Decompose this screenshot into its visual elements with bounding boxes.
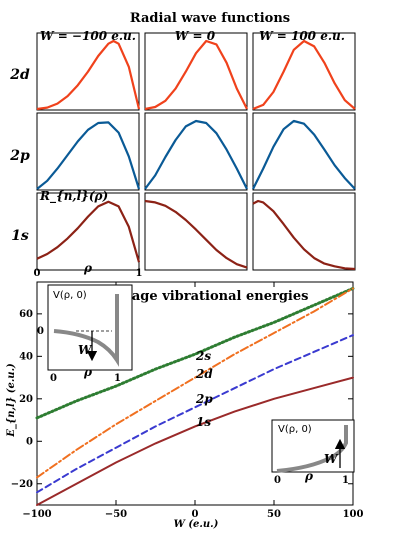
energy-ytick-0: −20 (11, 479, 33, 490)
inset1-arrow-label: W (78, 343, 93, 357)
inset-potential-positive: V(ρ, 0) W 0 1 ρ (271, 419, 355, 486)
row-label-2p: 2p (9, 148, 30, 164)
inset1-ylabel: V(ρ, 0) (53, 290, 87, 301)
inset1-xtick-0: 0 (50, 373, 57, 384)
wf-curve-1s-2 (252, 199, 356, 271)
column-header-3: W = 100 e.u. (259, 29, 345, 43)
wf-curve-1s-0 (36, 200, 141, 263)
wf-panel-2d-1 (144, 32, 248, 111)
wavefunction-panels (36, 32, 356, 271)
wf-panel-1s-0 (36, 192, 140, 271)
column-header-2: W = 0 (175, 29, 216, 43)
energy-series-2d (36, 287, 354, 479)
energy-xtick-4: 100 (343, 509, 364, 520)
wf-curve-2p-0 (36, 121, 141, 190)
series-label-1s: 1s (196, 415, 211, 429)
wf-curve-2d-2 (252, 39, 356, 111)
wf-curve-2p-2 (252, 119, 356, 190)
series-label-2d: 2d (195, 367, 213, 381)
energy-xtick-3: 50 (267, 509, 281, 520)
wf-panel-1s-2 (252, 192, 356, 271)
column-header-1: W = −100 e.u. (40, 29, 136, 43)
energy-series-2s (35, 286, 355, 420)
wf-panel-2p-2 (252, 112, 356, 191)
energy-ytick-1: 0 (26, 436, 33, 447)
inset2-xtick-0: 0 (274, 475, 281, 486)
wavefunction-xlabel: ρ (83, 261, 93, 275)
inset-potential-negative: V(ρ, 0) 0 W 0 1 ρ (37, 284, 133, 384)
energy-xlabel: W (e.u.) (174, 519, 219, 530)
wavefunction-xtick-0: 0 (34, 268, 41, 279)
wavefunction-xtick-1: 1 (136, 268, 143, 279)
wf-panel-1s-1 (144, 192, 248, 271)
inset2-xtick-1: 1 (342, 475, 349, 486)
inset1-xlabel: ρ (83, 365, 93, 379)
wf-panel-2p-1 (144, 112, 248, 191)
row-label-1s: 1s (11, 228, 29, 244)
row-label-2d: 2d (9, 67, 30, 83)
wf-curve-2d-1 (144, 39, 248, 111)
energies-title: Cage vibrational energies (122, 289, 309, 304)
wf-panel-2p-0 (36, 112, 140, 191)
energy-ytick-4: 60 (19, 309, 33, 320)
inset2-arrow-label: W (324, 452, 339, 466)
wavefunctions-title: Radial wave functions (130, 11, 290, 26)
energy-series-1s (36, 376, 354, 506)
series-label-2s: 2s (195, 349, 211, 363)
wf-curve-2d-0 (36, 39, 141, 111)
inset2-xlabel: ρ (304, 469, 314, 483)
wf-curve-1s-1 (144, 199, 248, 269)
series-label-2p: 2p (195, 392, 213, 406)
energy-series-2p (36, 334, 354, 494)
energy-xtick-1: −50 (105, 509, 127, 520)
wavefunction-ylabel: R_{n,l}(ρ) (39, 189, 108, 204)
energy-ytick-3: 40 (19, 351, 33, 362)
inset2-ylabel: V(ρ, 0) (278, 424, 312, 435)
wf-panel-2d-2 (252, 32, 356, 111)
wf-panel-2d-0 (36, 32, 140, 111)
energy-xtick-0: −100 (22, 509, 51, 520)
energy-xtick-2: 0 (192, 509, 199, 520)
wf-curve-2p-1 (144, 119, 248, 190)
inset1-ytick: 0 (37, 326, 44, 337)
energy-ytick-2: 20 (19, 394, 33, 405)
inset1-xtick-1: 1 (114, 373, 121, 384)
energy-ylabel: E_{n,l} (e.u.) (6, 363, 17, 438)
